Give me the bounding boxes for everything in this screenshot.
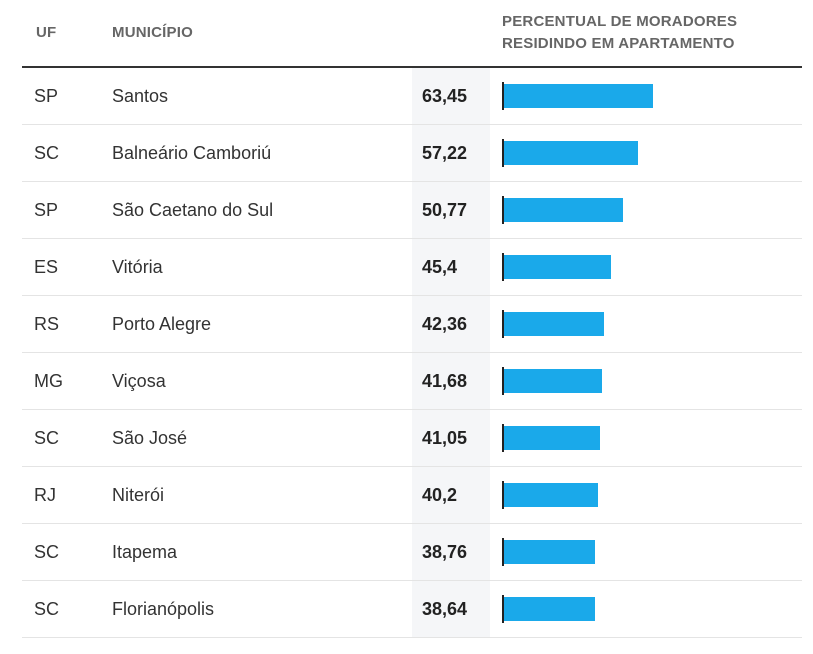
value-label: 38,76 [422,541,468,562]
bar [504,597,595,621]
bar-baseline [502,481,504,509]
column-header-municipio: MUNICÍPIO [112,24,193,41]
municipio-cell: Vitória [112,256,163,277]
uf-cell: SC [34,427,60,448]
municipio-cell: Porto Alegre [112,313,212,334]
municipio-cell: Itapema [112,541,178,562]
uf-cell: RS [34,313,60,334]
value-label: 50,77 [422,199,468,220]
bar-baseline [502,310,504,338]
bar-baseline [502,196,504,224]
value-cell-background [412,410,490,466]
bar [504,312,604,336]
municipio-cell: Viçosa [112,370,166,391]
value-cell-background [412,353,490,409]
value-cell-background [412,182,490,238]
uf-cell: SC [34,541,60,562]
table-body: SP Santos 63,45 SC Balneário Camboriú 57,22 SP… [22,68,802,638]
value-cell-background [412,68,490,124]
municipio-cell: Niterói [112,484,165,505]
value-cell-background [412,467,490,523]
column-header-percentual-line2: RESIDINDO EM APARTAMENTO [502,35,735,52]
column-header-percentual: PERCENTUAL DE MORADORES RESIDINDO EM APA… [502,11,802,55]
uf-cell: RJ [34,484,56,505]
table-row: SC Florianópolis 38,64 [22,581,802,638]
bar-baseline [502,424,504,452]
value-label: 45,4 [422,256,458,277]
uf-cell: MG [34,370,63,391]
value-cell-background [412,296,490,352]
bar-area [502,581,802,637]
bar [504,198,623,222]
value-label: 40,2 [422,484,458,505]
bar [504,84,653,108]
bar-baseline [502,367,504,395]
value-label: 63,45 [422,85,468,106]
municipio-cell: São José [112,427,188,448]
table-row: SC Balneário Camboriú 57,22 [22,125,802,182]
bar [504,369,602,393]
bar-area [502,125,802,181]
bar-area [502,353,802,409]
municipio-cell: Balneário Camboriú [112,142,272,163]
uf-cell: ES [34,256,59,277]
bar [504,255,611,279]
table-row: MG Viçosa 41,68 [22,353,802,410]
bar-baseline [502,82,504,110]
column-header-percentual-line1: PERCENTUAL DE MORADORES [502,13,738,30]
table-row: SC São José 41,05 [22,410,802,467]
bar-area [502,467,802,523]
column-header-uf: UF [36,24,57,41]
bar-baseline [502,253,504,281]
municipio-cell: Santos [112,85,169,106]
uf-cell: SP [34,199,59,220]
table-header: UF MUNICÍPIO PERCENTUAL DE MORADORES RES… [22,0,802,68]
value-label: 41,68 [422,370,468,391]
value-label: 42,36 [422,313,468,334]
bar-baseline [502,595,504,623]
value-label: 38,64 [422,598,468,619]
table-row: RJ Niterói 40,2 [22,467,802,524]
table-row: SP Santos 63,45 [22,68,802,125]
bar [504,483,598,507]
value-cell-background [412,125,490,181]
bar [504,426,600,450]
table-row: RS Porto Alegre 42,36 [22,296,802,353]
bar-area [502,410,802,466]
municipio-cell: Florianópolis [112,598,215,619]
uf-cell: SC [34,142,60,163]
bar [504,141,638,165]
bar-area [502,239,802,295]
bar-baseline [502,139,504,167]
bar-area [502,296,802,352]
table-row: ES Vitória 45,4 [22,239,802,296]
value-label: 41,05 [422,427,468,448]
uf-cell: SP [34,85,59,106]
uf-cell: SC [34,598,60,619]
bar-area [502,68,802,124]
bar-area [502,524,802,580]
value-cell-background [412,524,490,580]
table-row: SP São Caetano do Sul 50,77 [22,182,802,239]
bar-area [502,182,802,238]
municipio-cell: São Caetano do Sul [112,199,274,220]
value-cell-background [412,239,490,295]
value-cell-background [412,581,490,637]
bar [504,540,595,564]
table-row: SC Itapema 38,76 [22,524,802,581]
value-label: 57,22 [422,142,468,163]
bar-baseline [502,538,504,566]
